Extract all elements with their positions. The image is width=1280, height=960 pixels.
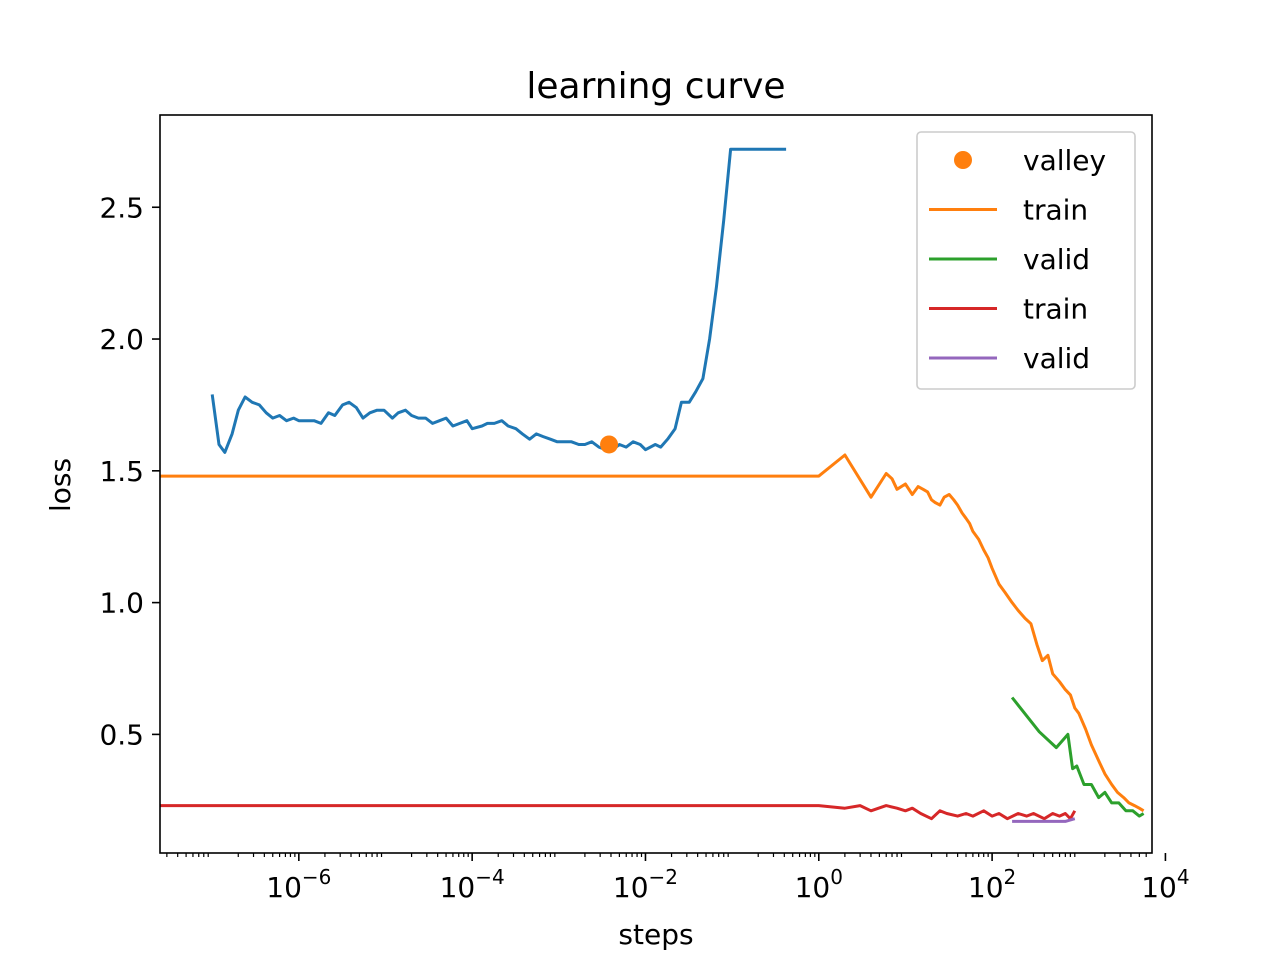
legend-label: train [1023,194,1088,227]
y-tick-label: 2.0 [99,323,144,356]
legend-label: valley [1023,144,1106,177]
y-tick-label: 2.5 [99,191,144,224]
series-line-3 [1010,696,1145,818]
x-tick-label: 10−4 [440,865,505,904]
x-tick-label: 100 [795,865,843,904]
plot-area [159,114,1153,854]
x-axis-ticks: 10−6 10−4 10−2 100 102 104 [166,853,1190,904]
series-line-5 [1012,817,1076,823]
y-tick-label: 1.0 [99,587,144,620]
series-line-4 [160,804,1077,821]
x-axis-label: steps [618,918,693,951]
legend-swatch [954,151,972,169]
legend-label: valid [1023,243,1090,276]
x-tick-label: 102 [968,865,1016,904]
x-tick-label: 10−6 [266,865,331,904]
series-line-2 [160,453,1145,813]
y-axis-label: loss [44,458,77,512]
y-tick-label: 1.5 [99,455,144,488]
plot-frame [159,114,1153,854]
x-tick-label: 10−2 [613,865,678,904]
chart-title: learning curve [526,66,785,107]
x-tick-label: 104 [1141,865,1189,904]
y-tick-label: 0.5 [99,718,144,751]
legend-label: valid [1023,342,1090,375]
series-line-0 [210,147,787,454]
series-group [160,147,1145,823]
valley-marker [600,435,619,454]
y-axis-ticks: 0.5 1.0 1.5 2.0 2.5 [99,191,160,751]
legend: valley train valid train valid [916,131,1136,390]
legend-label: train [1023,293,1088,326]
legend-box [916,131,1136,390]
